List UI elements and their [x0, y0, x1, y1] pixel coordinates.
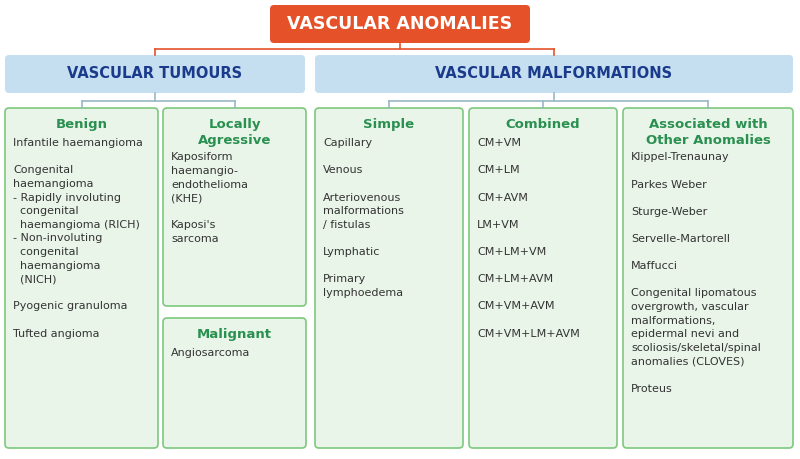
FancyBboxPatch shape	[315, 108, 463, 448]
Text: Kaposiform
haemangio-
endothelioma
(KHE)

Kaposi's
sarcoma: Kaposiform haemangio- endothelioma (KHE)…	[171, 152, 248, 244]
Text: VASCULAR MALFORMATIONS: VASCULAR MALFORMATIONS	[435, 67, 673, 82]
FancyBboxPatch shape	[469, 108, 617, 448]
Text: Klippel-Trenaunay

Parkes Weber

Sturge-Weber

Servelle-Martorell

Maffucci

Con: Klippel-Trenaunay Parkes Weber Sturge-We…	[631, 152, 761, 394]
FancyBboxPatch shape	[163, 318, 306, 448]
Text: Angiosarcoma: Angiosarcoma	[171, 348, 250, 358]
Text: Combined: Combined	[506, 118, 580, 131]
Text: VASCULAR ANOMALIES: VASCULAR ANOMALIES	[287, 15, 513, 33]
Text: Associated with
Other Anomalies: Associated with Other Anomalies	[646, 118, 770, 147]
FancyBboxPatch shape	[315, 55, 793, 93]
Text: Locally
Agressive: Locally Agressive	[198, 118, 271, 147]
FancyBboxPatch shape	[5, 55, 305, 93]
FancyBboxPatch shape	[5, 108, 158, 448]
FancyBboxPatch shape	[163, 108, 306, 306]
Text: Infantile haemangioma

Congenital
haemangioma
- Rapidly involuting
  congenital
: Infantile haemangioma Congenital haemang…	[13, 138, 143, 339]
Text: Capillary

Venous

Arteriovenous
malformations
/ fistulas

Lymphatic

Primary
ly: Capillary Venous Arteriovenous malformat…	[323, 138, 404, 298]
FancyBboxPatch shape	[623, 108, 793, 448]
Text: CM+VM

CM+LM

CM+AVM

LM+VM

CM+LM+VM

CM+LM+AVM

CM+VM+AVM

CM+VM+LM+AVM: CM+VM CM+LM CM+AVM LM+VM CM+LM+VM CM+LM+…	[477, 138, 580, 339]
Text: VASCULAR TUMOURS: VASCULAR TUMOURS	[67, 67, 242, 82]
Text: Benign: Benign	[55, 118, 107, 131]
Text: Malignant: Malignant	[197, 328, 272, 341]
Text: Simple: Simple	[363, 118, 414, 131]
FancyBboxPatch shape	[270, 5, 530, 43]
